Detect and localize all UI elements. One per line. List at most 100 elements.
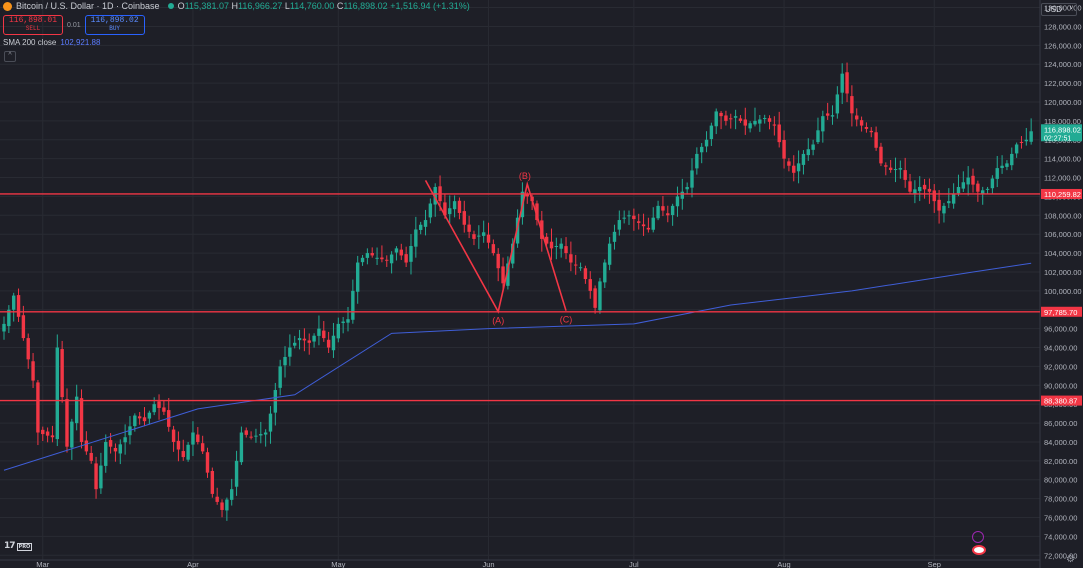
candle xyxy=(511,243,515,264)
candle xyxy=(11,295,16,310)
candle xyxy=(452,201,457,210)
abc-pattern-line xyxy=(424,179,567,314)
price-tick-label: 82,000.00 xyxy=(1044,457,1077,466)
candle xyxy=(491,244,496,254)
candle xyxy=(249,436,253,438)
collapse-legend-button[interactable]: ^ xyxy=(4,51,16,62)
alert-icon[interactable] xyxy=(972,531,984,543)
candle xyxy=(45,431,50,436)
candle xyxy=(869,130,873,133)
candle xyxy=(893,169,898,171)
candle xyxy=(927,188,932,192)
candle xyxy=(825,113,830,116)
candle xyxy=(31,361,35,381)
candle xyxy=(302,338,307,341)
candle xyxy=(181,451,185,458)
currency-selector[interactable]: USD v xyxy=(1041,3,1077,16)
candle xyxy=(821,116,825,132)
candle xyxy=(462,211,466,225)
candle xyxy=(908,181,912,192)
price-tick-label: 130,000.00 xyxy=(1044,4,1082,13)
sell-button[interactable]: 116,898.01 SELL xyxy=(3,15,64,35)
candle xyxy=(84,440,89,452)
date-tick-label: Jul xyxy=(629,560,639,568)
symbol-title[interactable]: Bitcoin / U.S. Dollar · 1D · Coinbase xyxy=(16,1,160,11)
candle xyxy=(99,465,103,489)
wave-label: (C) xyxy=(560,315,573,325)
indicator-value: 102,921.88 xyxy=(60,38,101,47)
candle xyxy=(583,268,588,280)
candle xyxy=(762,118,767,120)
indicator-legend[interactable]: SMA 200 close 102,921.88 xyxy=(3,38,100,47)
candle xyxy=(65,399,69,447)
price-tick-label: 90,000.00 xyxy=(1044,381,1077,390)
price-tick-label: 106,000.00 xyxy=(1044,230,1082,239)
candle xyxy=(675,196,680,207)
settings-icon[interactable]: ⚙ xyxy=(1066,554,1075,565)
candle xyxy=(932,190,936,202)
candle xyxy=(26,338,30,360)
candle xyxy=(16,295,21,317)
candle xyxy=(714,111,718,127)
candle xyxy=(288,347,292,357)
candle xyxy=(312,335,316,342)
ohlc-values: O115,381.07 H116,966.27 L114,760.00 C116… xyxy=(177,1,470,11)
candle xyxy=(186,444,190,460)
tradingview-logo[interactable]: 17 PRO xyxy=(4,541,33,551)
candle xyxy=(341,321,345,324)
buy-button[interactable]: 116,898.02 BUY xyxy=(84,15,145,35)
candle xyxy=(976,183,980,192)
candle xyxy=(225,499,229,511)
candle xyxy=(220,502,224,510)
candle xyxy=(699,146,704,153)
candle xyxy=(598,281,602,311)
candle xyxy=(772,124,777,126)
candle xyxy=(108,440,113,447)
candle xyxy=(152,404,156,413)
candle xyxy=(41,429,45,435)
flag-icon[interactable] xyxy=(972,545,986,555)
candle xyxy=(1019,141,1024,143)
candle xyxy=(685,186,689,190)
candle xyxy=(588,279,592,291)
candle xyxy=(777,124,781,143)
candle xyxy=(428,203,433,218)
candle xyxy=(331,335,336,351)
candle xyxy=(525,194,529,197)
candle xyxy=(811,144,815,150)
level-price-tag xyxy=(1041,395,1082,406)
candle xyxy=(1000,165,1004,169)
candle xyxy=(1005,163,1009,167)
date-tick-label: Aug xyxy=(777,560,790,568)
price-tick-label: 86,000.00 xyxy=(1044,419,1077,428)
candle xyxy=(966,177,970,185)
candle xyxy=(418,224,423,230)
candle xyxy=(733,116,738,118)
level-price-tag xyxy=(1041,188,1082,199)
candle xyxy=(389,254,394,264)
candle xyxy=(918,186,922,192)
candle xyxy=(656,205,660,219)
candle xyxy=(1024,139,1029,142)
candle xyxy=(506,263,510,286)
candle xyxy=(137,416,142,419)
candle xyxy=(622,217,626,219)
chart-header: Bitcoin / U.S. Dollar · 1D · Coinbase O1… xyxy=(3,1,470,11)
candle xyxy=(661,206,665,211)
sma200-line xyxy=(3,262,1032,471)
price-tick-label: 128,000.00 xyxy=(1044,22,1082,31)
candle xyxy=(990,178,995,189)
candle xyxy=(70,421,74,448)
candle xyxy=(477,235,481,237)
candle xyxy=(196,434,200,442)
candle xyxy=(244,430,248,435)
candle xyxy=(719,112,723,117)
candle xyxy=(104,441,108,466)
candle xyxy=(690,170,694,188)
candle xyxy=(695,153,699,169)
chevron-down-icon: v xyxy=(1070,5,1073,11)
candle xyxy=(215,496,219,502)
candle xyxy=(564,246,568,254)
candle xyxy=(515,217,520,244)
